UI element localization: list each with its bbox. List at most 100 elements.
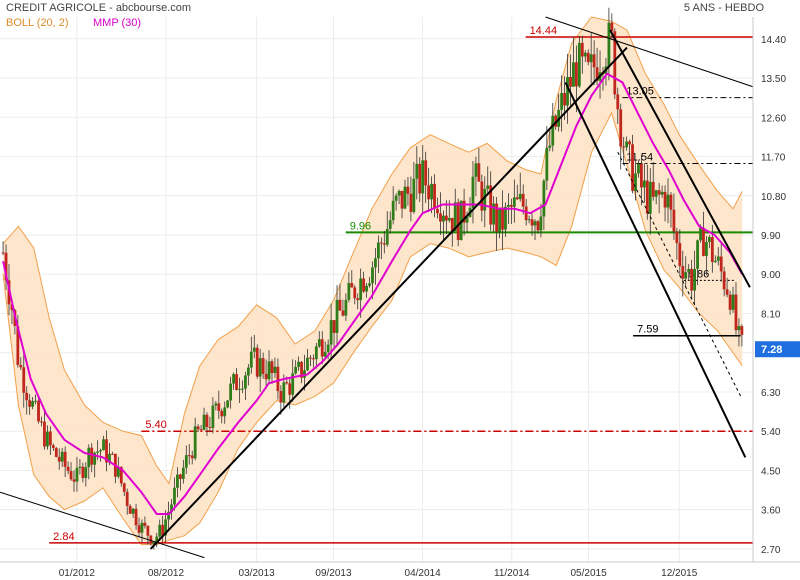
candle-body <box>592 54 596 68</box>
x-tick-label: 11/2014 <box>494 568 530 579</box>
candle-body <box>311 358 315 360</box>
candle-body <box>66 466 70 472</box>
candle-body <box>376 242 380 259</box>
candle-body <box>96 451 100 453</box>
candle-body <box>332 320 336 333</box>
x-axis: 01/2012 08/2012 03/2013 09/2013 04/2014 11/20… <box>59 568 698 579</box>
candle-body <box>628 141 631 145</box>
candle-body <box>314 346 318 360</box>
candle-body <box>93 452 97 465</box>
candle-body <box>716 256 720 261</box>
candle-body <box>122 483 126 492</box>
candle-body <box>273 366 277 373</box>
candlesticks <box>1 7 744 550</box>
candle-body <box>734 294 738 331</box>
candle-body <box>406 186 410 194</box>
candle-body <box>297 361 300 367</box>
candle-body <box>356 298 360 301</box>
candle-body <box>436 208 439 214</box>
candle-body <box>412 178 416 212</box>
candle-body <box>146 525 150 536</box>
candle-body <box>116 466 120 477</box>
candle-body <box>187 455 191 457</box>
candle-body <box>164 519 168 536</box>
chart-title: CREDIT AGRICOLE - abcbourse.com <box>6 2 192 14</box>
candle-body <box>385 228 389 245</box>
candle-body <box>341 310 345 316</box>
candle-body <box>504 206 507 230</box>
candle-body <box>158 524 162 537</box>
candle-body <box>740 326 744 335</box>
candle-body <box>660 191 664 195</box>
candle-body <box>533 221 537 226</box>
candle-body <box>326 344 330 352</box>
trend-lines <box>0 16 754 559</box>
candle-body <box>477 163 481 182</box>
candle-body <box>654 190 658 197</box>
candle-body <box>642 180 646 188</box>
candle-body <box>279 391 283 403</box>
candle-body <box>40 421 43 423</box>
candle-body <box>530 219 534 226</box>
candle-body <box>509 204 513 207</box>
candle-body <box>220 410 224 417</box>
candle-body <box>347 283 351 300</box>
candle-body <box>329 320 333 345</box>
candle-body <box>51 445 55 449</box>
candle-body <box>306 357 309 371</box>
candle-body <box>403 186 407 209</box>
y-tick-label: 13.50 <box>761 74 786 85</box>
candle-body <box>16 325 20 365</box>
candle-body <box>102 439 105 451</box>
candle-body <box>270 361 274 373</box>
candle-body <box>108 453 111 463</box>
candle-body <box>572 62 575 87</box>
candle-body <box>672 209 676 232</box>
candle-body <box>595 67 599 81</box>
candle-body <box>725 289 729 295</box>
candle-body <box>258 358 262 377</box>
candle-body <box>631 144 634 191</box>
legend-mmp: MMP (30) <box>93 17 142 29</box>
candle-body <box>87 447 91 468</box>
candle-body <box>634 173 637 191</box>
candle-body <box>285 382 289 384</box>
candle-body <box>486 185 490 189</box>
x-tick-label: 03/2013 <box>239 568 276 579</box>
candle-body <box>252 347 256 352</box>
candle-body <box>589 54 593 63</box>
y-tick-label: 9.00 <box>761 270 781 281</box>
candle-body <box>666 194 670 208</box>
candle-body <box>536 221 540 231</box>
candle-body <box>693 268 697 291</box>
candle-body <box>317 339 321 347</box>
candle-body <box>176 474 179 488</box>
candle-body <box>637 163 640 174</box>
candle-body <box>152 541 156 544</box>
legend-boll: BOLL (20, 2) <box>6 17 69 29</box>
candle-body <box>495 203 499 232</box>
candle-body <box>60 451 64 462</box>
last-price-tag <box>755 341 800 358</box>
trend-line <box>545 16 754 88</box>
candle-body <box>350 283 354 288</box>
candle-body <box>566 76 569 106</box>
candle-body <box>57 456 61 462</box>
candle-body <box>69 471 73 480</box>
candle-body <box>291 373 295 395</box>
candle-body <box>690 268 694 291</box>
candle-body <box>713 260 717 263</box>
candle-body <box>63 451 67 467</box>
candle-body <box>722 271 726 290</box>
candle-body <box>645 180 649 214</box>
candle-body <box>521 193 525 207</box>
candle-body <box>31 401 35 407</box>
candle-body <box>241 388 244 390</box>
candle-body <box>382 243 386 245</box>
candle-body <box>456 202 460 241</box>
candle-body <box>563 92 566 106</box>
candle-body <box>613 31 617 95</box>
y-tick-label: 11.70 <box>761 153 786 164</box>
candle-body <box>442 215 445 222</box>
